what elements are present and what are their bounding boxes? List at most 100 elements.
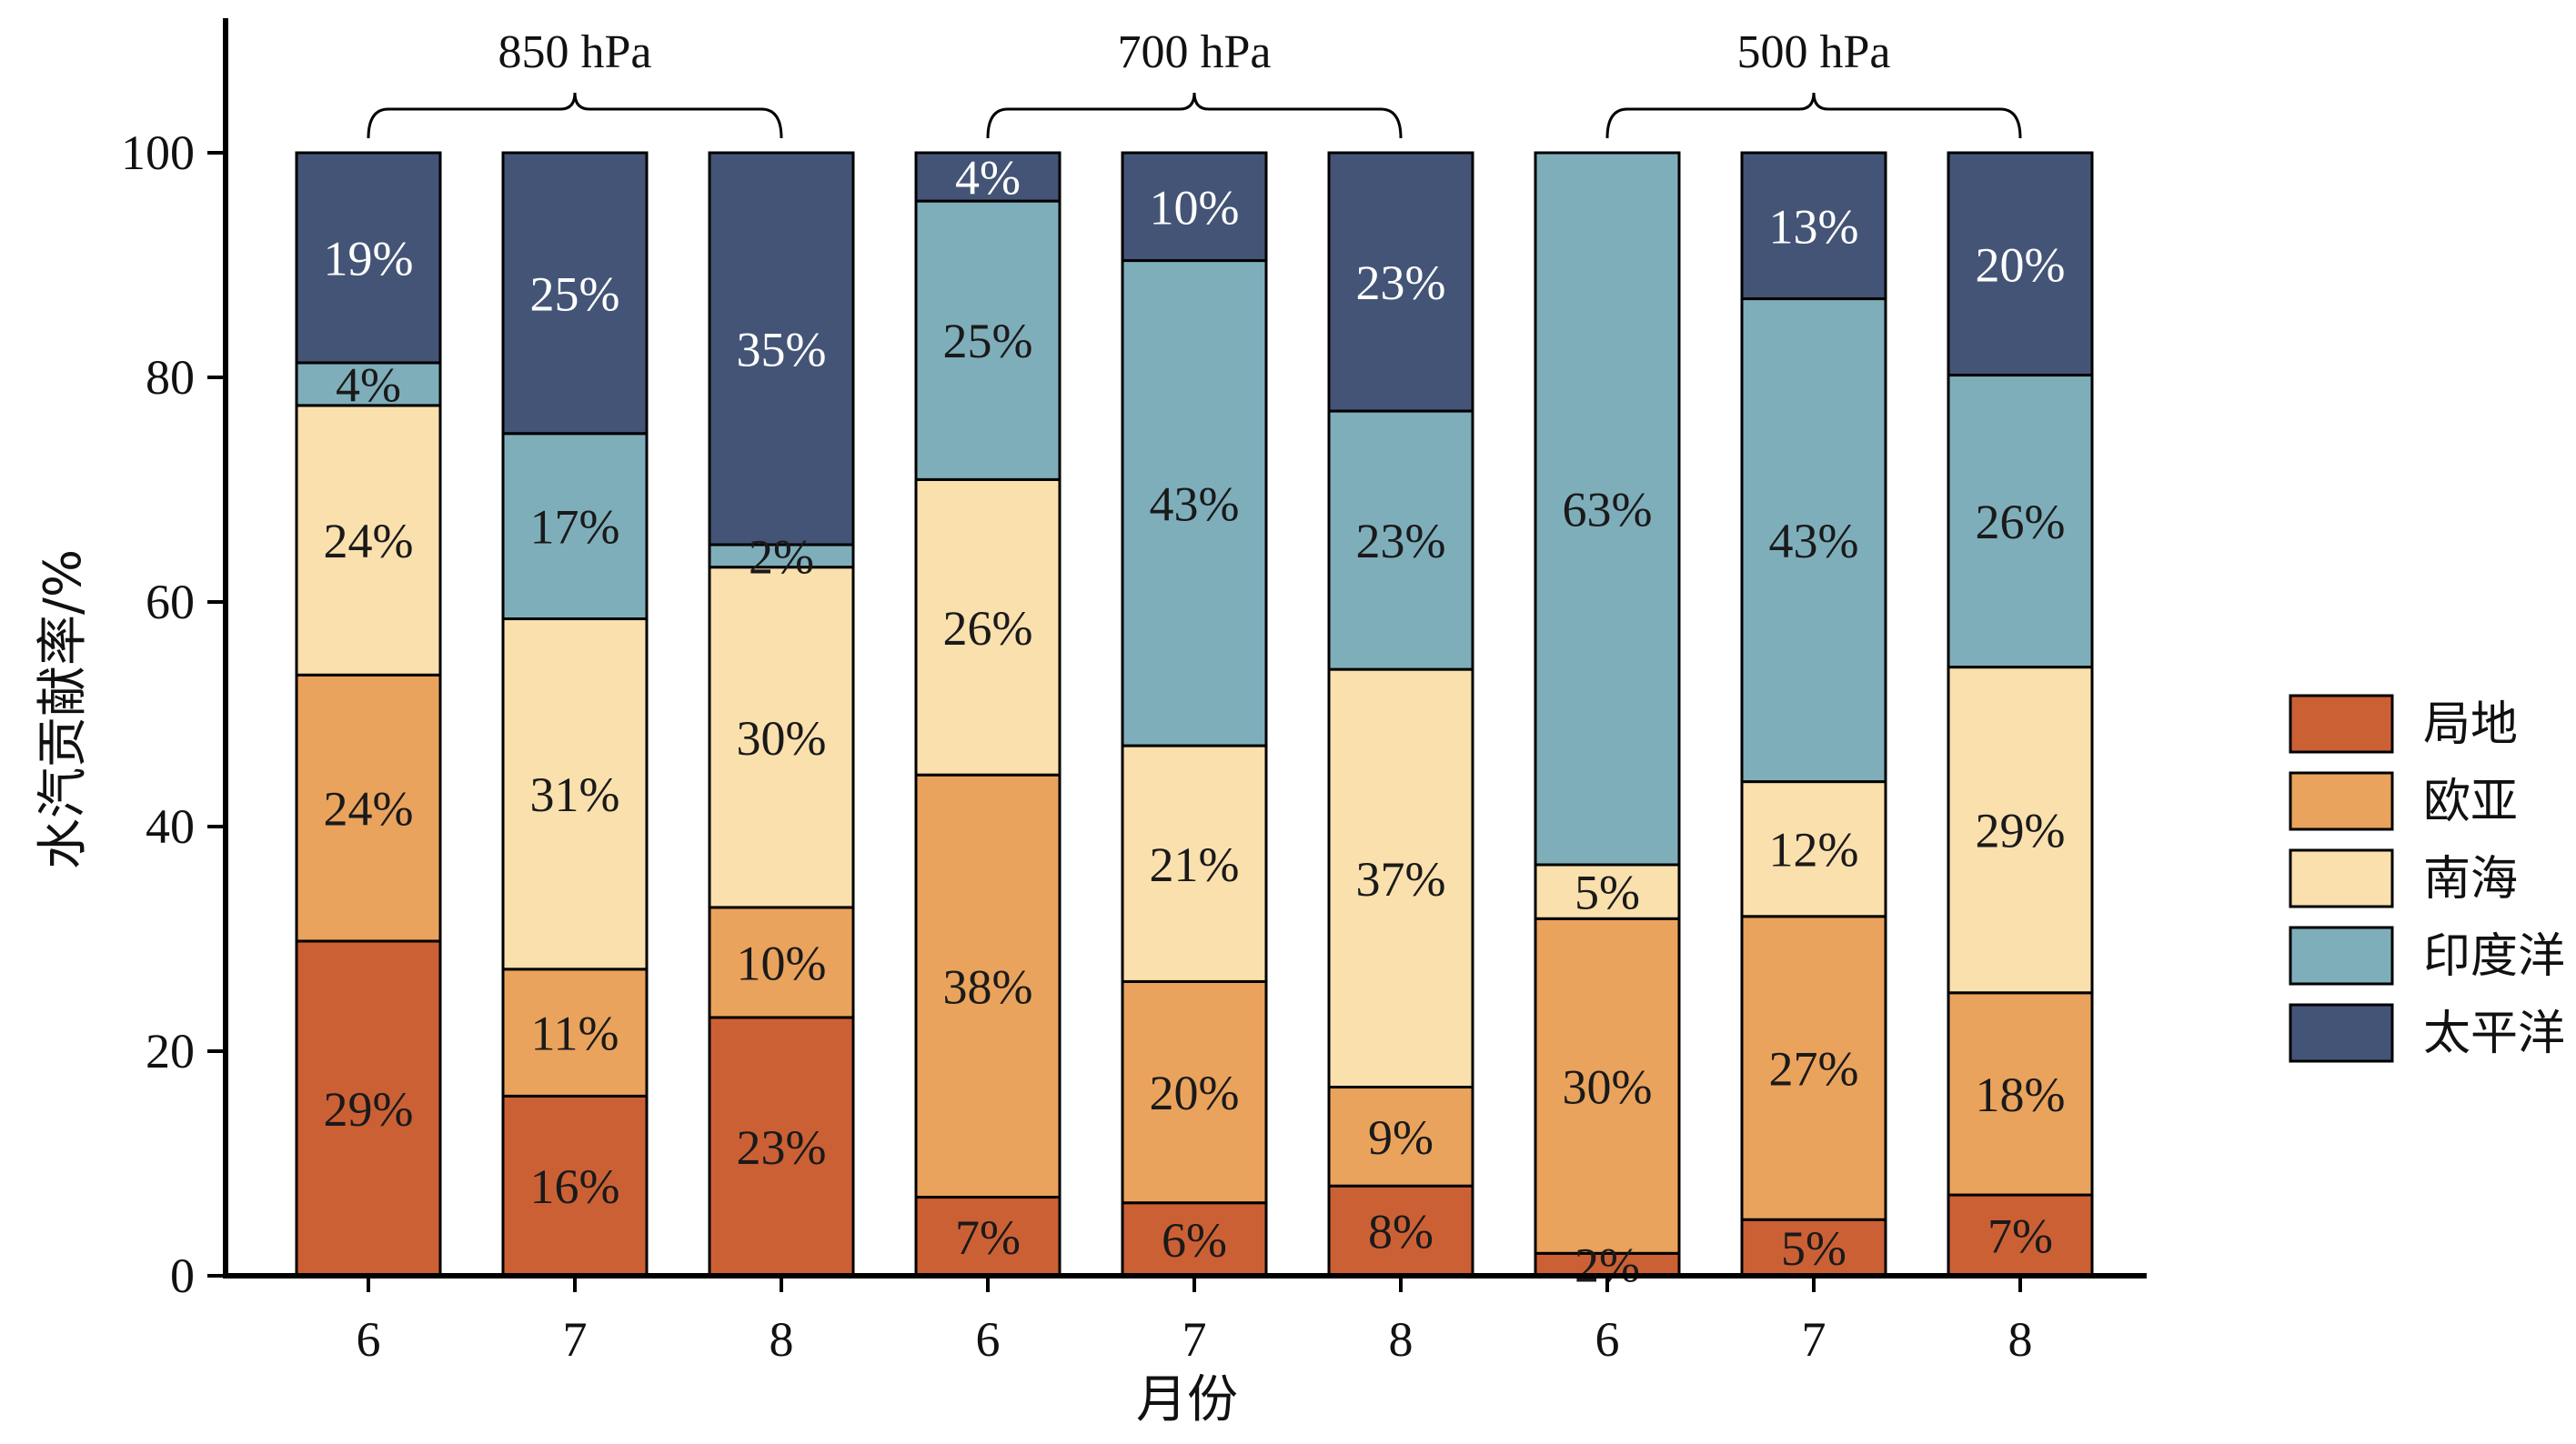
bar-value-label: 4% xyxy=(955,151,1021,206)
bar-segment-5-cat-4 xyxy=(914,151,1062,203)
bar-segment-2-cat-4 xyxy=(914,773,1062,1199)
y-tick-label: 40 xyxy=(146,799,195,854)
bar-segment-4-cat-8 xyxy=(1740,297,1887,784)
x-tick-label: 7 xyxy=(563,1312,588,1367)
bar-segment-2-cat-9 xyxy=(1947,991,2094,1197)
bar-value-label: 27% xyxy=(1769,1042,1859,1097)
group-bracket xyxy=(1605,92,2022,139)
bar-segment-2-cat-8 xyxy=(1740,915,1887,1221)
bar-segment-1-cat-4 xyxy=(914,1196,1062,1278)
legend-label: 欧亚 xyxy=(2423,775,2518,829)
bar-value-label: 4% xyxy=(336,357,401,412)
bar-segment-4-cat-4 xyxy=(914,199,1062,481)
bar-value-label: 63% xyxy=(1563,482,1653,536)
bar-segment-4-cat-7 xyxy=(1534,151,1681,867)
legend-label: 局地 xyxy=(2423,697,2518,752)
bar-value-label: 29% xyxy=(324,1082,414,1137)
bar-segment-1-cat-2 xyxy=(501,1094,649,1278)
bar-segment-4-cat-6 xyxy=(1327,409,1474,671)
x-tick-label: 8 xyxy=(2008,1312,2033,1367)
bar-segment-4-cat-5 xyxy=(1121,259,1268,747)
x-tick-label: 7 xyxy=(1802,1312,1826,1367)
y-tick-label: 100 xyxy=(121,125,195,180)
bar-value-label: 11% xyxy=(531,1007,619,1061)
bar-value-label: 7% xyxy=(1987,1209,2053,1264)
legend-swatch xyxy=(2289,771,2394,831)
bar-value-label: 30% xyxy=(737,711,827,766)
bar-value-label: 20% xyxy=(1150,1066,1240,1120)
y-axis-title: 水汽贡献率/% xyxy=(34,549,93,869)
bar-value-label: 23% xyxy=(737,1120,827,1175)
bar-value-label: 2% xyxy=(749,529,814,584)
bar-segment-5-cat-8 xyxy=(1740,151,1887,301)
bar-value-label: 16% xyxy=(530,1159,620,1214)
bar-value-label: 13% xyxy=(1769,199,1859,254)
bar-segment-1-cat-1 xyxy=(295,939,442,1278)
group-label: 850 hPa xyxy=(498,26,652,78)
legend-label: 太平洋 xyxy=(2423,1007,2565,1061)
bar-value-label: 5% xyxy=(1575,866,1640,920)
x-tick-label: 8 xyxy=(1389,1312,1414,1367)
bar-value-label: 5% xyxy=(1781,1221,1846,1276)
bar-value-label: 25% xyxy=(530,266,620,321)
bar-labels-layer: 29% 24% 24% 4% 19% 16% 11% 31% 17% 25% 23% 10% 30% 2%… xyxy=(324,151,2066,1293)
bar-segment-5-cat-5 xyxy=(1121,151,1268,263)
bar-value-label: 6% xyxy=(1162,1213,1227,1268)
bar-value-label: 35% xyxy=(737,323,827,377)
group-label: 500 hPa xyxy=(1737,26,1891,78)
bar-segment-3-cat-2 xyxy=(501,617,649,971)
x-tick-label: 8 xyxy=(770,1312,794,1367)
bar-value-label: 23% xyxy=(1356,256,1446,310)
bar-segment-3-cat-9 xyxy=(1947,666,2094,995)
bar-segment-1-cat-3 xyxy=(708,1016,855,1278)
bar-segment-5-cat-6 xyxy=(1327,151,1474,413)
legend-swatch xyxy=(2289,926,2394,986)
bar-value-label: 38% xyxy=(943,959,1033,1014)
bar-value-label: 17% xyxy=(530,500,620,555)
bar-value-label: 12% xyxy=(1769,823,1859,877)
legend-swatch xyxy=(2289,1003,2394,1063)
bar-segment-2-cat-2 xyxy=(501,968,649,1098)
bar-segment-2-cat-6 xyxy=(1327,1086,1474,1188)
bar-value-label: 24% xyxy=(324,782,414,837)
bar-value-label: 20% xyxy=(1976,237,2066,292)
bar-segment-2-cat-1 xyxy=(295,673,442,943)
bar-value-label: 7% xyxy=(955,1210,1021,1265)
y-tick-label: 0 xyxy=(170,1248,195,1303)
bar-segment-5-cat-3 xyxy=(708,151,855,547)
bar-value-label: 9% xyxy=(1368,1110,1434,1165)
bar-value-label: 25% xyxy=(943,314,1033,368)
x-tick-label: 6 xyxy=(976,1312,1001,1367)
legend-swatch xyxy=(2289,694,2394,754)
group-label: 700 hPa xyxy=(1118,26,1272,78)
group-brackets-layer: 850 hPa 700 hPa 500 hPa xyxy=(367,26,2022,139)
bars-layer xyxy=(295,151,2094,1278)
bar-value-label: 29% xyxy=(1976,804,2066,858)
y-tick-label: 80 xyxy=(146,350,195,405)
x-tick-label: 6 xyxy=(357,1312,381,1367)
x-tick-label: 7 xyxy=(1182,1312,1207,1367)
x-axis-title: 月份 xyxy=(1136,1370,1238,1429)
bar-value-label: 8% xyxy=(1368,1205,1434,1259)
y-tick-label: 20 xyxy=(146,1024,195,1078)
legend-label: 南海 xyxy=(2423,852,2518,907)
legend-swatch xyxy=(2289,848,2394,908)
bar-segment-2-cat-7 xyxy=(1534,917,1681,1255)
bar-value-label: 37% xyxy=(1356,852,1446,907)
bar-segment-4-cat-1 xyxy=(295,361,442,407)
bar-segment-5-cat-9 xyxy=(1947,151,2094,377)
bar-value-label: 30% xyxy=(1563,1059,1653,1114)
bar-value-label: 24% xyxy=(324,514,414,568)
x-tick-label: 6 xyxy=(1595,1312,1620,1367)
bar-segment-4-cat-2 xyxy=(501,432,649,621)
bar-segment-1-cat-6 xyxy=(1327,1184,1474,1278)
bar-segment-5-cat-1 xyxy=(295,151,442,365)
bar-value-label: 10% xyxy=(737,936,827,990)
y-tick-label: 60 xyxy=(146,575,195,629)
bar-value-label: 18% xyxy=(1976,1068,2066,1122)
bar-segment-5-cat-2 xyxy=(501,151,649,436)
bar-segment-3-cat-3 xyxy=(708,566,855,909)
